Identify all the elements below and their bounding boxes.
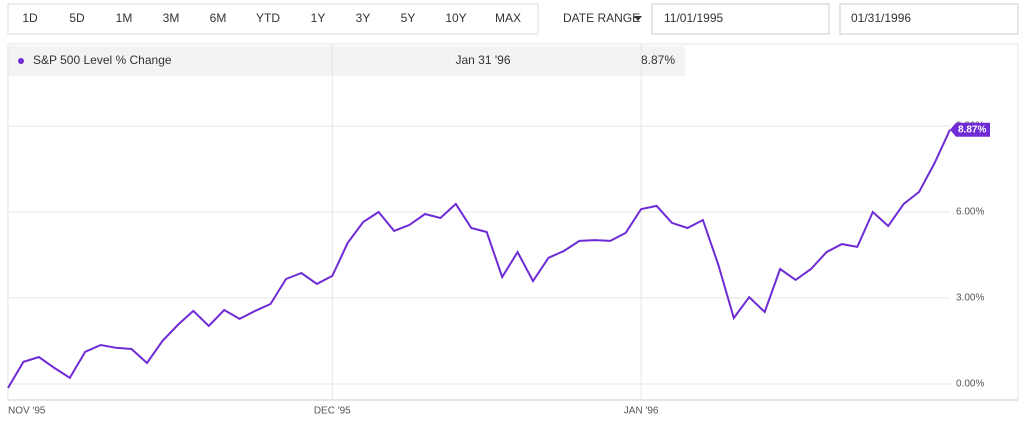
x-tick-label: DEC '95 (314, 406, 351, 417)
range-button[interactable]: 5D (69, 11, 85, 25)
date-range-label[interactable]: DATE RANGE (563, 11, 640, 25)
y-tick-label: 3.00% (956, 293, 984, 304)
range-button[interactable]: 3M (163, 11, 180, 25)
start-date-input[interactable] (651, 3, 830, 35)
end-date[interactable]: 01/31/1996 (851, 11, 911, 25)
y-tick-label: 6.00% (956, 207, 984, 218)
x-tick-label: NOV '95 (8, 406, 46, 417)
range-button[interactable]: 10Y (445, 11, 466, 25)
range-button[interactable]: 1Y (311, 11, 326, 25)
start-date[interactable]: 11/01/1995 (664, 11, 723, 25)
range-button[interactable]: YTD (256, 11, 280, 25)
value-label-tag (950, 122, 990, 137)
range-button[interactable]: 1D (22, 11, 38, 25)
range-buttons-box (7, 3, 539, 35)
range-button[interactable]: MAX (495, 11, 521, 25)
range-button[interactable]: 1M (116, 11, 133, 25)
header-date: Jan 31 '96 (455, 53, 510, 67)
value-label: 8.87% (958, 124, 986, 135)
legend-label: S&P 500 Level % Change (33, 53, 172, 67)
range-button[interactable]: 5Y (401, 11, 416, 25)
range-button[interactable]: 3Y (356, 11, 371, 25)
legend-marker (18, 58, 24, 64)
header-value: 8.87% (641, 53, 675, 67)
series-line (7, 129, 951, 389)
dropdown-arrow[interactable] (634, 16, 642, 21)
end-date-input[interactable] (839, 3, 1019, 35)
y-tick-label: 0.00% (956, 379, 984, 390)
legend-row (8, 46, 685, 76)
range-button[interactable]: 6M (210, 11, 227, 25)
x-tick-label: JAN '96 (624, 406, 659, 417)
